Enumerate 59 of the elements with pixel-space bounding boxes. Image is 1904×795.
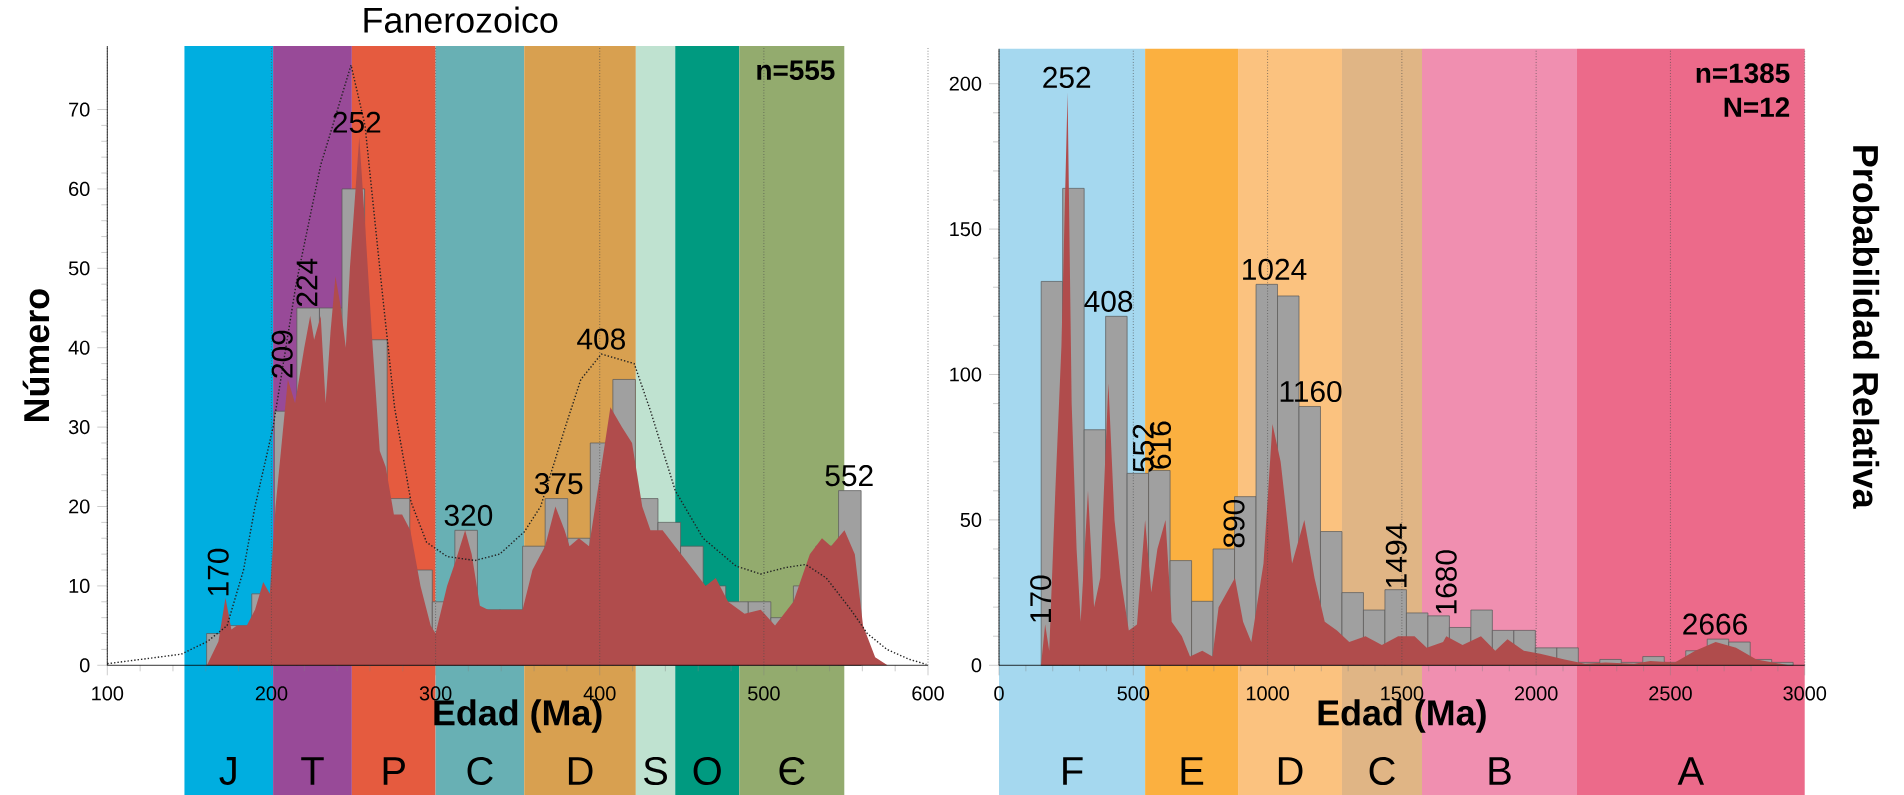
x-tick-label: 3000 xyxy=(1783,686,1827,701)
annotation: 170 xyxy=(1030,575,1052,622)
band-label: P xyxy=(383,757,405,785)
annotation: 1680 xyxy=(1435,550,1457,614)
y-tick-label: 100 xyxy=(950,367,982,382)
annotation: 209 xyxy=(271,330,293,378)
annotation: 224 xyxy=(296,258,318,307)
x-tick-label: 1500 xyxy=(1381,686,1424,701)
annotation: n=555 xyxy=(757,60,835,81)
x-tick-label: 100 xyxy=(92,686,124,701)
x-tick-label: 600 xyxy=(912,686,944,701)
y-tick-label: 20 xyxy=(69,499,90,514)
y-tick-label: 0 xyxy=(79,658,90,673)
y-tick-label: 60 xyxy=(69,181,90,196)
band-label: O xyxy=(693,756,721,786)
y-tick-label: 70 xyxy=(69,102,90,117)
y-axis-title: Número xyxy=(22,289,50,421)
band-label: E xyxy=(1181,757,1204,785)
annotation: 375 xyxy=(534,473,583,495)
annotation: 252 xyxy=(333,111,381,133)
band-label: T xyxy=(301,757,324,785)
band-label: A xyxy=(1677,757,1705,785)
y-tick-label: 200 xyxy=(949,76,982,91)
band-label: F xyxy=(1063,757,1083,785)
y-tick-label: 40 xyxy=(68,340,90,355)
x-tick-label: 2000 xyxy=(1514,686,1558,701)
annotation: 1494 xyxy=(1385,523,1407,588)
band-label: Є xyxy=(779,756,805,786)
annotation: 252 xyxy=(1043,66,1091,89)
x-tick-label: 2500 xyxy=(1649,686,1692,701)
annotation: 2666 xyxy=(1683,613,1747,635)
x-tick-label: 400 xyxy=(583,686,616,701)
annotation: n=1385 xyxy=(1696,63,1790,84)
x-tick-label: 1000 xyxy=(1246,686,1289,701)
y-tick-label: 50 xyxy=(68,261,90,276)
band-label: J xyxy=(219,757,236,785)
band-label: B xyxy=(1489,757,1511,785)
annotation: N=12 xyxy=(1724,97,1790,117)
band-label: D xyxy=(1278,757,1303,785)
band-label: C xyxy=(467,756,493,786)
band-label: C xyxy=(1369,756,1395,786)
annotation: 890 xyxy=(1223,499,1245,548)
annotation: 1160 xyxy=(1280,380,1342,403)
annotation: 320 xyxy=(444,504,493,526)
y-tick-label: 10 xyxy=(69,578,90,593)
x-tick-label: 500 xyxy=(748,686,780,701)
band-label: S xyxy=(644,756,667,786)
band-label: D xyxy=(568,757,593,785)
y-tick-label: 50 xyxy=(960,512,982,527)
annotation: 408 xyxy=(1084,290,1133,312)
y-tick-label: 150 xyxy=(950,222,982,237)
x-tick-label: 0 xyxy=(994,686,1004,701)
y-tick-label: 30 xyxy=(68,420,90,435)
annotation: 1024 xyxy=(1243,258,1307,280)
chart-title: Fanerozoico xyxy=(364,6,558,33)
annotation: 170 xyxy=(207,548,229,596)
y-tick-label: 0 xyxy=(971,658,982,673)
annotation: 408 xyxy=(577,328,625,350)
y2-axis-title: Probabilidad Relativa xyxy=(1852,146,1880,509)
